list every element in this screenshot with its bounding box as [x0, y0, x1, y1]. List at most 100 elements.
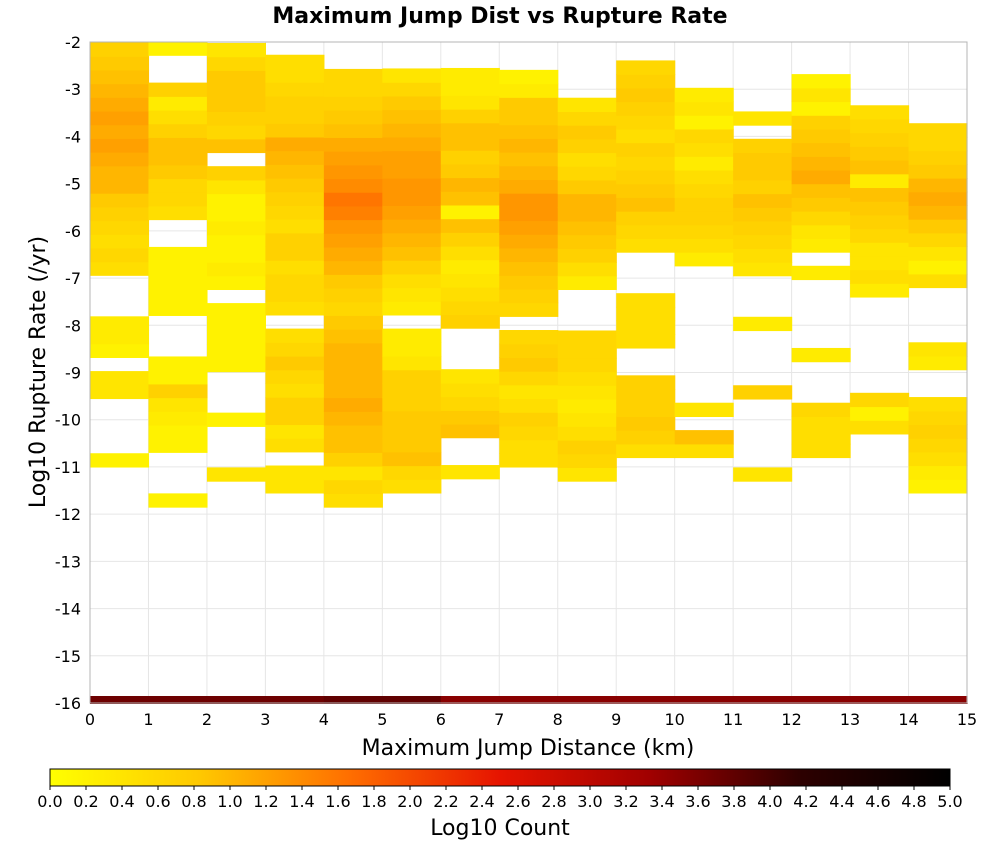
heatmap-cell: [616, 320, 676, 335]
heatmap-cell: [382, 177, 442, 193]
heatmap-cell: [206, 220, 266, 236]
heatmap-cell: [616, 334, 676, 349]
heatmap-cell: [206, 275, 266, 291]
heatmap-cell: [323, 397, 383, 412]
heatmap-cell: [499, 343, 559, 358]
heatmap-cell: [90, 69, 150, 85]
colorbar-tick-label: 3.8: [721, 792, 746, 811]
heatmap-cell: [557, 152, 617, 167]
heatmap-cell: [382, 191, 442, 206]
heatmap-cell: [616, 238, 676, 253]
heatmap-cell: [791, 265, 851, 281]
heatmap-cell: [791, 101, 851, 116]
heatmap-cell: [206, 193, 266, 208]
heatmap-cell: [90, 453, 150, 468]
heatmap-cell: [850, 187, 910, 202]
heatmap-cell: [616, 87, 676, 103]
heatmap-cell: [499, 193, 559, 208]
heatmap-cell: [382, 328, 442, 343]
heatmap-cell: [265, 123, 325, 138]
colorbar-tick-label: 1.0: [217, 792, 242, 811]
y-tick-label: -15: [55, 647, 81, 666]
heatmap-cell: [850, 269, 910, 284]
summary-cell: [499, 696, 559, 704]
colorbar-tick-label: 4.2: [793, 792, 818, 811]
heatmap-cell: [206, 248, 266, 263]
heatmap-cell: [499, 439, 559, 454]
heatmap-cell: [148, 246, 208, 262]
heatmap-cell: [557, 275, 617, 291]
y-tick-label: -4: [65, 127, 81, 146]
heatmap-cell: [616, 402, 676, 418]
heatmap-cell: [265, 424, 325, 439]
heatmap-cell: [674, 430, 734, 445]
colorbar-tick-label: 0.8: [181, 792, 206, 811]
y-axis-label: Log10 Rupture Rate (/yr): [26, 236, 51, 508]
heatmap-cell: [557, 453, 617, 469]
heatmap-cell: [499, 97, 559, 112]
summary-cell: [674, 696, 734, 704]
heatmap-cell: [206, 111, 266, 126]
heatmap-cell: [206, 179, 266, 195]
heatmap-cell: [791, 169, 851, 185]
heatmap-cell: [733, 152, 793, 167]
heatmap-cell: [382, 219, 442, 234]
heatmap-cell: [265, 246, 325, 261]
colorbar-ticks: 0.0 0.2 0.4 0.6 0.8 1.0 1.2 1.4 1.6 1.8 2.0 2.2 2.4 2…: [37, 786, 963, 811]
heatmap-cell: [206, 70, 266, 85]
heatmap-cell: [440, 150, 500, 165]
heatmap-cell: [674, 252, 734, 267]
heatmap-cell: [90, 42, 150, 57]
heatmap-cell: [382, 260, 442, 275]
heatmap-cell: [791, 443, 851, 459]
heatmap-cell: [850, 105, 910, 120]
x-axis-label: Maximum Jump Distance (km): [362, 736, 695, 761]
colorbar-tick-label: 2.8: [541, 792, 566, 811]
heatmap-cell: [382, 355, 442, 371]
y-tick-label: -7: [65, 269, 81, 288]
summary-cell: [908, 696, 968, 704]
heatmap-cell: [557, 371, 617, 386]
heatmap-cell: [674, 169, 734, 185]
x-tick-label: 12: [781, 710, 801, 729]
heatmap-cell: [265, 191, 325, 206]
heatmap-cell: [382, 438, 442, 453]
y-tick-label: -8: [65, 316, 81, 335]
heatmap-cell: [908, 232, 968, 248]
heatmap-cell: [733, 316, 793, 332]
heatmap-cell: [148, 370, 208, 385]
colorbar-tick-label: 0.2: [73, 792, 98, 811]
colorbar-tick-label: 0.0: [37, 792, 62, 811]
colorbar: [49, 768, 951, 787]
heatmap-cell: [733, 179, 793, 195]
heatmap-cell: [616, 416, 676, 431]
heatmap-cell: [499, 288, 559, 304]
heatmap-cell: [908, 397, 968, 412]
heatmap-cell: [90, 179, 150, 194]
heatmap-cell: [850, 118, 910, 134]
heatmap-cell: [206, 357, 266, 373]
heatmap-cell: [382, 397, 442, 412]
heatmap-cell: [908, 219, 968, 234]
heatmap-cell: [733, 166, 793, 181]
heatmap-cell: [382, 287, 442, 302]
heatmap-cell: [850, 201, 910, 216]
heatmap-cell: [674, 142, 734, 157]
heatmap-cell: [148, 438, 208, 453]
heatmap-cell: [148, 41, 208, 56]
heatmap-cell: [323, 274, 383, 289]
heatmap-cell: [265, 287, 325, 302]
heatmap-cell: [850, 160, 910, 175]
heatmap-cell: [382, 479, 442, 494]
heatmap-cell: [206, 207, 266, 222]
colorbar-label: Log10 Count: [430, 816, 570, 841]
heatmap-cell: [90, 165, 150, 180]
heatmap-cell: [90, 247, 150, 263]
heatmap-cell: [148, 123, 208, 138]
heatmap-cell: [733, 111, 793, 126]
heatmap-cell: [323, 479, 383, 494]
heatmap-cell: [908, 191, 968, 206]
heatmap-cell: [791, 211, 851, 226]
heatmap-cell: [908, 136, 968, 152]
heatmap-cell: [148, 82, 208, 97]
